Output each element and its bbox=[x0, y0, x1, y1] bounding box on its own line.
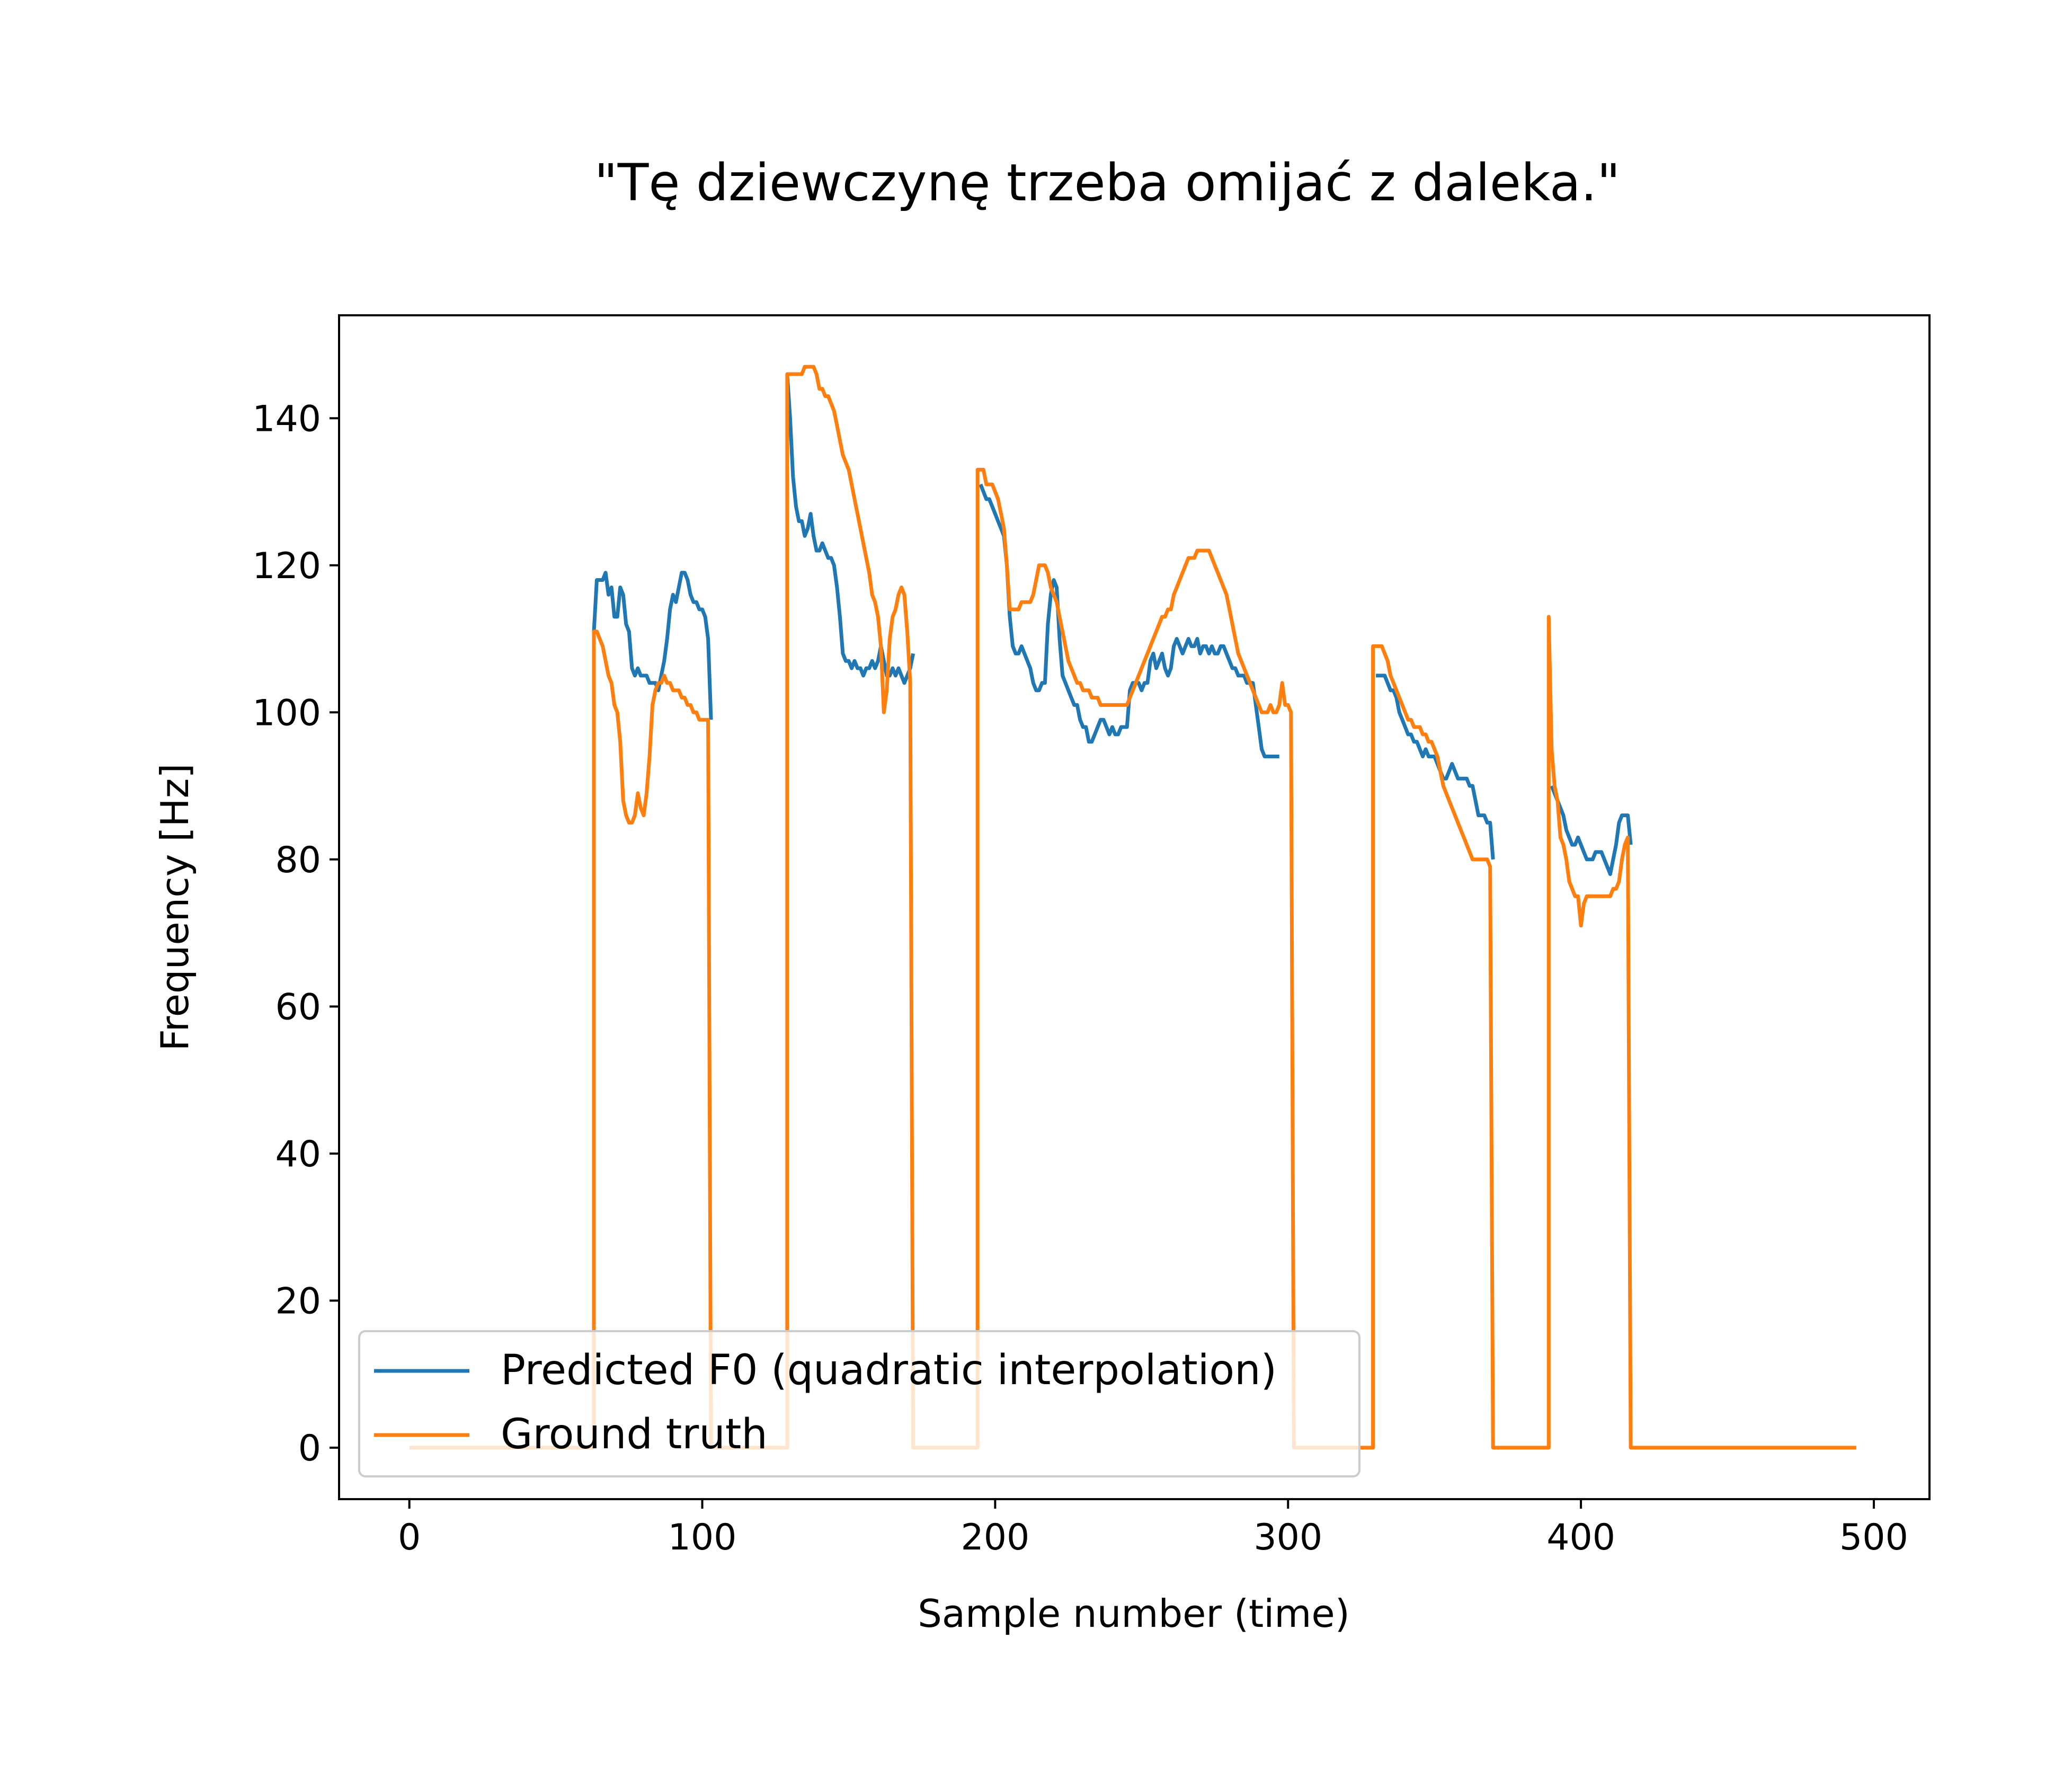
x-tick-label: 0 bbox=[398, 1517, 421, 1558]
y-tick-label: 0 bbox=[298, 1428, 321, 1469]
y-tick-label: 120 bbox=[252, 545, 321, 587]
plot-lines bbox=[409, 365, 1856, 1450]
series-line-predicted bbox=[1376, 674, 1495, 860]
x-tick-label: 100 bbox=[668, 1517, 737, 1558]
series-line-predicted bbox=[979, 483, 1279, 758]
y-tick-label: 80 bbox=[275, 839, 321, 881]
y-tick-label: 60 bbox=[275, 986, 321, 1028]
series-line-predicted bbox=[592, 571, 713, 720]
y-axis-label: Frequency [Hz] bbox=[153, 764, 197, 1051]
axis-ticks: 0 100 200 300 400 500 0 20 40 60 80 100 120 140 bbox=[252, 398, 1908, 1558]
legend-box bbox=[358, 1330, 1360, 1477]
legend-label-predicted: Predicted F0 (quadratic interpolation) bbox=[501, 1347, 1277, 1394]
x-tick-label: 300 bbox=[1253, 1517, 1322, 1558]
legend-label-ground-truth: Ground truth bbox=[501, 1411, 768, 1458]
x-tick-label: 500 bbox=[1839, 1517, 1908, 1558]
y-tick-label: 40 bbox=[275, 1133, 321, 1175]
y-tick-label: 20 bbox=[275, 1280, 321, 1322]
chart-title: "Tę dziewczynę trzeba omijać z daleka." bbox=[594, 153, 1621, 212]
y-tick-label: 140 bbox=[252, 398, 321, 440]
x-axis-label: Sample number (time) bbox=[918, 1591, 1350, 1636]
series-line-predicted bbox=[1550, 785, 1633, 876]
series-line-ground-truth bbox=[409, 365, 1856, 1450]
y-tick-label: 100 bbox=[252, 692, 321, 734]
legend: Predicted F0 (quadratic interpolation) G… bbox=[358, 1330, 1360, 1477]
series-line-predicted bbox=[785, 374, 915, 685]
x-tick-label: 400 bbox=[1546, 1517, 1615, 1558]
plot-frame bbox=[338, 314, 1931, 1500]
x-tick-label: 200 bbox=[961, 1517, 1029, 1558]
